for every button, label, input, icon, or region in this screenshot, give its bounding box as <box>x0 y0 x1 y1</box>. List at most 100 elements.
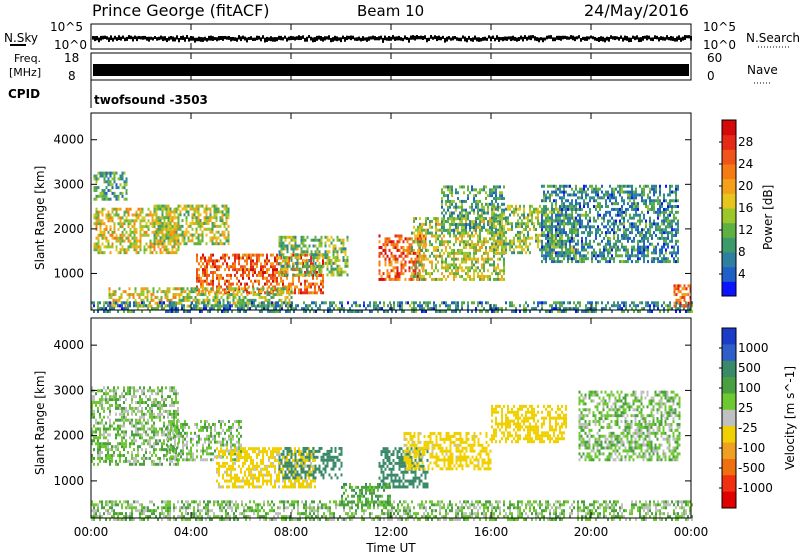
power-cell <box>274 285 276 289</box>
power-cell <box>219 210 222 214</box>
power-cell <box>435 263 437 267</box>
power-cell <box>597 231 599 235</box>
power-cell <box>137 307 139 311</box>
power-cell <box>493 188 495 192</box>
power-cell <box>611 228 613 232</box>
power-cell <box>329 301 331 305</box>
power-cell <box>291 307 293 311</box>
noise-sample <box>184 37 186 42</box>
power-cell <box>109 174 112 178</box>
power-cell <box>533 227 535 231</box>
power-cell <box>326 235 329 239</box>
power-cell <box>503 217 505 221</box>
noise-sample <box>292 36 294 40</box>
power-cell <box>248 276 250 280</box>
power-cell <box>225 204 228 208</box>
power-cell <box>208 256 210 260</box>
power-cell <box>461 248 463 252</box>
power-cell <box>155 204 158 208</box>
power-cell <box>258 288 260 292</box>
power-cell <box>328 244 331 248</box>
power-cell <box>207 304 209 308</box>
power-cell <box>611 257 613 261</box>
power-cell <box>499 242 501 246</box>
power-cell <box>111 183 114 187</box>
power-cell <box>599 260 601 264</box>
power-cell <box>535 207 537 211</box>
power-cell <box>129 207 132 211</box>
power-cell <box>555 236 557 240</box>
power-cell <box>254 298 257 302</box>
power-cell <box>543 190 545 194</box>
power-cell <box>133 239 136 243</box>
power-cell <box>171 245 174 249</box>
power-cell <box>159 216 162 220</box>
power-cell <box>290 267 293 271</box>
power-cell <box>268 293 271 297</box>
power-cell <box>613 231 615 235</box>
power-cell <box>119 242 122 246</box>
power-cell <box>649 225 651 229</box>
power-cell <box>435 228 437 232</box>
power-cell <box>298 267 301 271</box>
power-cell <box>143 233 146 237</box>
power-cell <box>322 276 324 280</box>
power-cell <box>396 248 399 252</box>
power-cell <box>125 248 128 252</box>
power-cell <box>250 279 252 283</box>
power-cell <box>595 234 597 238</box>
power-cell <box>461 269 463 273</box>
power-cell <box>663 245 665 249</box>
power-cell <box>549 222 551 226</box>
power-cell <box>314 291 316 295</box>
power-cell <box>503 202 505 206</box>
power-cell <box>243 301 245 305</box>
power-cell <box>663 254 665 258</box>
power-cell <box>147 227 150 231</box>
power-cell <box>583 260 585 264</box>
power-cell <box>507 219 509 223</box>
power-cell <box>585 257 587 261</box>
power-cell <box>471 222 473 226</box>
power-cell <box>659 199 661 203</box>
power-cell <box>633 207 635 211</box>
power-cell <box>507 216 509 220</box>
power-cell <box>160 298 163 302</box>
power-cell <box>441 217 443 221</box>
power-cell <box>380 275 383 279</box>
power-cell <box>451 185 453 189</box>
power-cell <box>629 236 631 240</box>
power-cell <box>193 207 196 211</box>
power-cell <box>543 254 545 258</box>
power-cell <box>135 230 138 234</box>
power-cell <box>398 240 401 244</box>
power-cell <box>310 291 312 295</box>
power-cell <box>312 238 315 242</box>
power-cell <box>307 304 309 308</box>
power-cell <box>245 310 247 313</box>
power-cell <box>447 208 449 212</box>
power-cell <box>234 287 237 291</box>
power-cell <box>675 242 677 246</box>
power-cell <box>449 211 451 215</box>
power-cell <box>511 242 513 246</box>
power-cell <box>332 238 335 242</box>
noise-sample <box>440 36 442 41</box>
power-cell <box>151 219 154 223</box>
power-cell <box>171 301 173 305</box>
power-cell <box>97 216 100 220</box>
power-cell <box>579 251 581 255</box>
power-cell <box>551 254 553 258</box>
power-cell <box>439 234 441 238</box>
power-cell <box>292 244 295 248</box>
power-cell <box>411 246 413 250</box>
power-cell <box>459 251 461 255</box>
power-cell <box>661 234 663 238</box>
power-cell <box>135 248 138 252</box>
power-cell <box>649 219 651 223</box>
power-cell <box>109 307 111 311</box>
power-cell <box>431 225 433 229</box>
power-cell <box>306 253 308 257</box>
power-cell <box>451 223 453 227</box>
power-cell <box>285 310 287 313</box>
